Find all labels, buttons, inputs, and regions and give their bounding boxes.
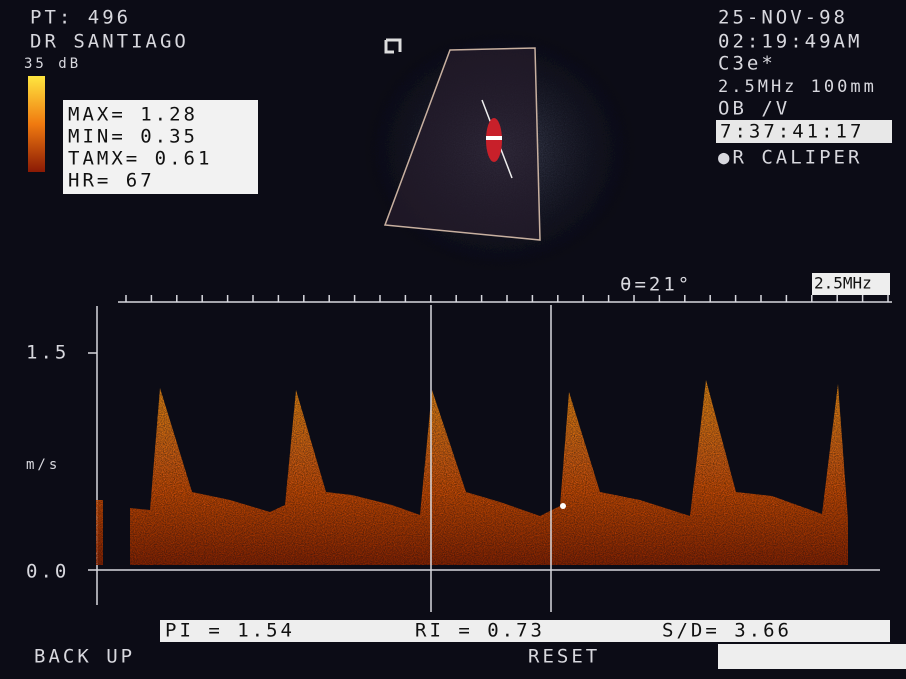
gain: 35 dB [24, 56, 81, 72]
ruler-ticks [126, 295, 888, 302]
doppler-spectrum [96, 380, 848, 565]
sample-gate [486, 136, 502, 140]
orientation-marker [386, 40, 400, 52]
max-velocity: MAX= 1.28 [68, 104, 198, 126]
y-unit: m/s [26, 457, 60, 473]
softkey-box [718, 644, 906, 669]
probe: C3e* [718, 53, 776, 75]
min-velocity: MIN= 0.35 [68, 126, 198, 148]
doctor-name: DR SANTIAGO [30, 31, 189, 53]
y-zero-label: 0.0 [26, 561, 69, 583]
sd-ratio: S/D= 3.66 [662, 620, 792, 642]
caliper-point [560, 503, 566, 509]
frequency-label: 2.5MHz [814, 274, 872, 293]
mode: ●R CALIPER [718, 147, 862, 169]
y-top-label: 1.5 [26, 342, 69, 364]
heart-rate: HR= 67 [68, 170, 155, 192]
angle: θ=21° [620, 274, 692, 296]
ultrasound-screen: PT: 496 DR SANTIAGO 35 dB MAX= 1.28 MIN=… [0, 0, 906, 679]
frequency-depth: 2.5MHz 100mm [718, 77, 877, 97]
timer: 7:37:41:17 [720, 121, 864, 143]
time: 02:19:49AM [718, 31, 862, 53]
resistive-index: RI = 0.73 [415, 620, 545, 642]
pulsatility-index: PI = 1.54 [165, 620, 295, 642]
color-bar [28, 76, 45, 172]
reset-button[interactable]: RESET [528, 646, 600, 668]
back-up-button[interactable]: BACK UP [34, 646, 135, 668]
date: 25-NOV-98 [718, 7, 848, 29]
preset: OB /V [718, 98, 790, 120]
tamx: TAMX= 0.61 [68, 148, 212, 170]
patient-id: PT: 496 [30, 7, 131, 29]
